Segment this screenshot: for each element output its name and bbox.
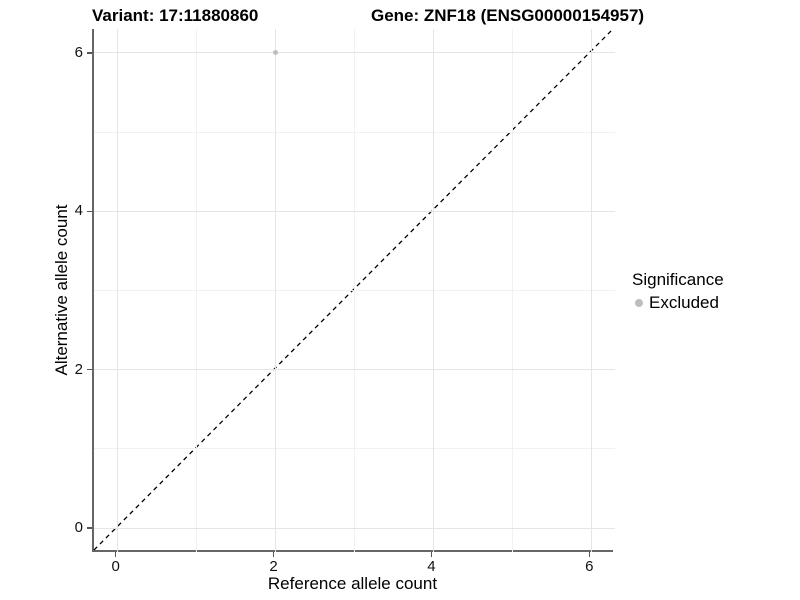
gridline-major-vertical: [590, 29, 592, 552]
x-tick-label: 2: [269, 558, 278, 575]
x-tick-mark: [588, 552, 591, 557]
gridline-major-vertical: [117, 29, 119, 552]
plot-title-gene: Gene: ZNF18 (ENSG00000154957): [371, 6, 645, 25]
y-tick-mark: [87, 210, 92, 212]
gridline-minor-horizontal: [94, 448, 615, 450]
x-tick-label: 0: [111, 558, 120, 575]
gridline-major-vertical: [432, 29, 434, 552]
plot-title-variant: Variant: 17:11880860: [92, 6, 259, 25]
gridline-minor-horizontal: [94, 290, 615, 291]
gridline-major-horizontal: [94, 369, 615, 371]
gridline-major-horizontal: [94, 210, 615, 212]
gridline-minor-horizontal: [94, 131, 615, 133]
legend-item-label: Excluded: [649, 293, 719, 312]
gridline-major-horizontal: [94, 52, 615, 54]
x-tick-mark: [430, 552, 433, 557]
legend-title: Significance: [632, 270, 724, 289]
x-tick-label: 4: [427, 558, 436, 575]
x-axis-label: Reference allele count: [267, 574, 438, 593]
y-tick-mark: [87, 527, 92, 529]
legend: Significance Excluded: [632, 270, 724, 313]
gridline-major-horizontal: [94, 527, 615, 529]
x-tick-mark: [114, 552, 117, 557]
y-tick-label: 6: [74, 43, 83, 61]
y-tick-label: 4: [74, 202, 83, 220]
gridline-major-vertical: [275, 29, 277, 552]
x-tick-mark: [272, 552, 275, 557]
data-point-excluded: [273, 50, 279, 56]
plot-panel: [92, 28, 615, 552]
y-tick-label: 0: [74, 519, 83, 537]
identity-line: [93, 28, 614, 551]
y-tick-mark: [87, 368, 92, 371]
x-tick-label: 6: [585, 558, 594, 575]
y-tick-label: 2: [74, 360, 83, 378]
y-axis-label: Alternative allele count: [52, 204, 71, 376]
legend-point-icon: [635, 299, 643, 307]
legend-item-excluded: Excluded: [635, 293, 724, 313]
y-tick-mark: [87, 52, 92, 54]
